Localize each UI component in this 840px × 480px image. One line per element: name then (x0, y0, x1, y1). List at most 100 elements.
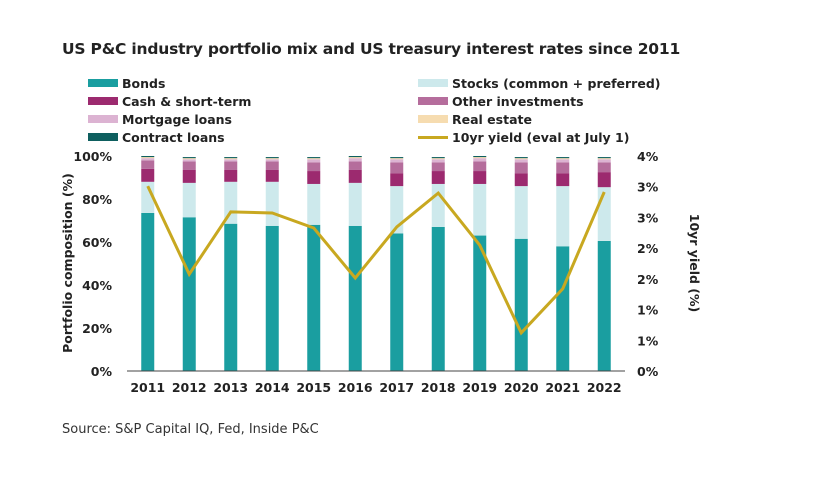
bar-segment (307, 157, 321, 159)
legend-label: Other investments (452, 93, 584, 109)
legend-item: Contract loans (88, 129, 225, 145)
bar-segment (556, 246, 570, 371)
yield-line (146, 185, 606, 336)
bar-segment (182, 217, 196, 371)
bar-segment (141, 157, 155, 159)
bar-segment (141, 156, 155, 158)
x-tick-label: 2014 (255, 380, 290, 395)
y2-tick-label: 0% (637, 364, 659, 379)
y2-axis-title: 10yr yield (%) (687, 214, 702, 313)
bar-segment (307, 183, 321, 225)
x-tick-label: 2017 (379, 380, 414, 395)
bar-segment (348, 169, 362, 183)
legend-item: 10yr yield (eval at July 1) (418, 129, 629, 145)
y2-tick-label: 3% (637, 210, 659, 225)
y2-tick-label: 2% (637, 241, 659, 256)
legend-label: Stocks (common + preferred) (452, 75, 661, 91)
bar-segment (556, 173, 570, 187)
bar-segment (390, 159, 404, 163)
bar-segment (514, 238, 528, 371)
x-tick-label: 2018 (421, 380, 456, 395)
bar-segment (348, 182, 362, 226)
x-tick-label: 2015 (296, 380, 331, 395)
source-note: Source: S&P Capital IQ, Fed, Inside P&C (62, 422, 319, 437)
bar-segment (431, 159, 445, 163)
bar-segment (307, 159, 321, 163)
bar-segment (514, 162, 528, 174)
y2-tick-label: 3% (637, 180, 659, 195)
bar-segment (514, 159, 528, 163)
legend-label: 10yr yield (eval at July 1) (452, 129, 630, 145)
legend-item: Other investments (418, 93, 584, 109)
bar-segment (265, 161, 279, 170)
chart-title: US P&C industry portfolio mix and US tre… (62, 40, 681, 58)
y-tick-label: 20% (82, 321, 112, 336)
legend-label: Contract loans (122, 129, 225, 145)
x-tick-label: 2011 (130, 380, 165, 395)
bar-segment (265, 157, 279, 159)
y2-tick-label: 1% (637, 303, 659, 318)
bar-segment (265, 169, 279, 182)
bar-segment (307, 162, 321, 172)
bar-segment (348, 158, 362, 162)
legend-item: Real estate (418, 111, 532, 127)
bar-segment (514, 157, 528, 159)
bar-segment (224, 161, 238, 170)
bar-segment (431, 158, 445, 160)
bar-segment (597, 159, 611, 163)
legend-swatch (88, 115, 118, 123)
bar-segment (431, 171, 445, 184)
legend-swatch (418, 97, 448, 105)
legend-swatch (418, 135, 448, 139)
legend-label: Real estate (452, 111, 532, 127)
y-tick-label: 40% (82, 278, 112, 293)
bar-segment (431, 157, 445, 159)
bar-segment (473, 171, 487, 184)
bar-segment (224, 157, 238, 159)
legend-item: Stocks (common + preferred) (418, 75, 660, 91)
bar-segment (597, 157, 611, 159)
bar-segment (431, 162, 445, 172)
legend-label: Mortgage loans (122, 111, 232, 127)
bar-segment (141, 168, 155, 182)
x-tick-label: 2022 (587, 380, 622, 395)
bar-segment (307, 171, 321, 184)
legend-item: Cash & short-term (88, 93, 251, 109)
bar-segment (182, 157, 196, 159)
bar-segment (514, 173, 528, 187)
bar-segment (307, 158, 321, 160)
bar-segment (556, 162, 570, 174)
bar-segment (265, 181, 279, 226)
bar-segment (431, 183, 445, 227)
legend-swatch (418, 115, 448, 123)
legend-item: Bonds (88, 75, 165, 91)
bar-segment (307, 224, 321, 371)
bar-segment (473, 157, 487, 159)
legend-label: Cash & short-term (122, 93, 252, 109)
bar-segment (224, 158, 238, 160)
bar-segment (390, 158, 404, 160)
bar-segment (597, 172, 611, 188)
x-tick-label: 2020 (504, 380, 539, 395)
bar-segment (348, 161, 362, 170)
bar-segment (224, 223, 238, 371)
bar-segment (265, 225, 279, 371)
bar-segment (182, 169, 196, 183)
x-tick-label: 2013 (213, 380, 248, 395)
x-tick-label: 2021 (545, 380, 580, 395)
legend-swatch (88, 97, 118, 105)
bar-segment (182, 158, 196, 160)
y-tick-label: 100% (73, 149, 112, 164)
bar-segment (514, 158, 528, 160)
y2-tick-label: 4% (637, 149, 659, 164)
bar-segment (556, 158, 570, 160)
y-tick-label: 0% (91, 364, 113, 379)
bar-segment (141, 160, 155, 169)
y2-tick-label: 1% (637, 333, 659, 348)
bar-segment (473, 183, 487, 236)
y-tick-label: 60% (82, 235, 112, 250)
bar-segment (390, 186, 404, 234)
bar-segment (514, 186, 528, 239)
